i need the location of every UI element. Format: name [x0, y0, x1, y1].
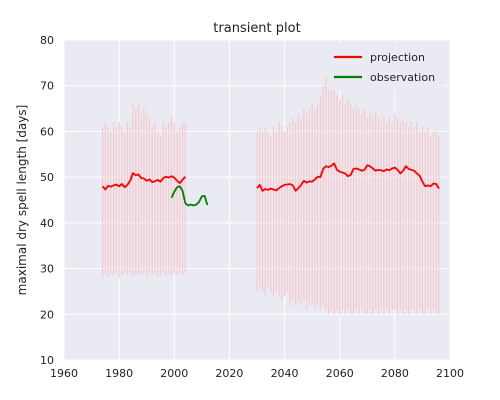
y-tick-label: 50: [40, 171, 54, 184]
y-tick-label: 60: [40, 125, 54, 138]
legend-label-projection: projection: [370, 51, 425, 64]
y-tick-label: 30: [40, 263, 54, 276]
x-tick-labels: 1960 1980 2000 2020 2040 2060 2080 2100: [50, 367, 464, 380]
y-tick-label: 70: [40, 80, 54, 93]
x-tick-label: 2000: [160, 367, 188, 380]
x-tick-label: 2020: [215, 367, 243, 380]
y-axis-title: maximal dry spell length [days]: [15, 105, 29, 296]
series-lines: [101, 162, 440, 207]
x-tick-label: 2080: [381, 367, 409, 380]
spread-bars: [101, 76, 440, 315]
legend-label-observation: observation: [370, 71, 435, 84]
legend-box: [328, 44, 444, 90]
x-tick-label: 2100: [436, 367, 464, 380]
series-line-projection: [101, 172, 186, 191]
series-line-projection: [256, 162, 440, 192]
y-tick-label: 40: [40, 217, 54, 230]
x-tick-label: 2040: [271, 367, 299, 380]
x-tick-label: 2060: [326, 367, 354, 380]
x-tick-label: 1980: [105, 367, 133, 380]
y-tick-label: 10: [40, 354, 54, 367]
y-tick-labels: 10 20 30 40 50 60 70 80: [40, 34, 54, 367]
y-tick-label: 80: [40, 34, 54, 47]
x-tick-label: 1960: [50, 367, 78, 380]
series-line-observation: [170, 185, 209, 207]
y-tick-label: 20: [40, 308, 54, 321]
legend: projection observation: [328, 44, 444, 90]
chart-title: transient plot: [213, 21, 300, 36]
